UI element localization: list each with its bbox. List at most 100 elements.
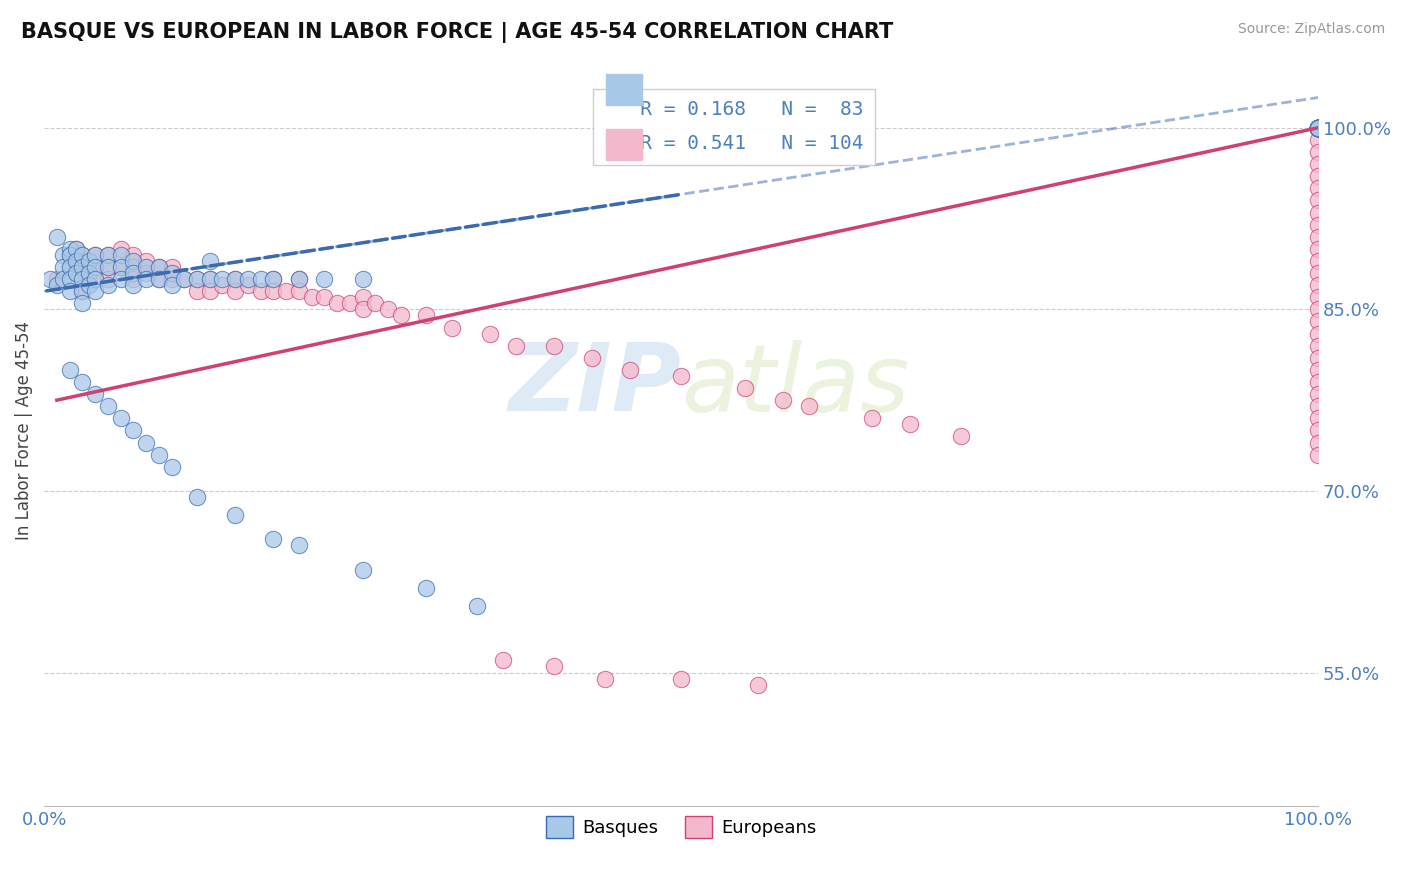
Point: [97, 278, 120, 293]
Point: [148, 272, 170, 286]
Point: [52, 248, 75, 262]
Point: [198, 254, 221, 268]
Point: [352, 563, 374, 577]
Point: [45, 278, 67, 293]
Point: [415, 581, 437, 595]
Point: [1308, 375, 1330, 389]
Point: [1308, 120, 1330, 135]
Bar: [606, 128, 641, 161]
Point: [148, 448, 170, 462]
Point: [65, 242, 87, 256]
Point: [135, 260, 157, 274]
Point: [72, 284, 94, 298]
Point: [1308, 435, 1330, 450]
Point: [1308, 120, 1330, 135]
Point: [1308, 157, 1330, 171]
Point: [581, 351, 603, 365]
Point: [1308, 120, 1330, 135]
Point: [97, 399, 120, 413]
Point: [135, 254, 157, 268]
Point: [122, 424, 145, 438]
Point: [110, 272, 132, 286]
Point: [97, 260, 120, 274]
Point: [364, 296, 387, 310]
Point: [1308, 218, 1330, 232]
Point: [314, 272, 336, 286]
Text: ZIP: ZIP: [508, 339, 681, 432]
Point: [1308, 181, 1330, 195]
Point: [377, 302, 399, 317]
Point: [1308, 302, 1330, 317]
Point: [543, 659, 565, 673]
Y-axis label: In Labor Force | Age 45-54: In Labor Force | Age 45-54: [15, 321, 32, 540]
Point: [619, 363, 641, 377]
Point: [84, 272, 107, 286]
Point: [72, 248, 94, 262]
Point: [97, 248, 120, 262]
Point: [58, 260, 80, 274]
Point: [249, 284, 271, 298]
Point: [72, 260, 94, 274]
Point: [110, 260, 132, 274]
Legend: Basques, Europeans: Basques, Europeans: [538, 809, 824, 846]
Point: [415, 309, 437, 323]
Point: [1308, 424, 1330, 438]
Point: [72, 272, 94, 286]
Point: [224, 272, 246, 286]
Point: [1308, 120, 1330, 135]
Point: [135, 266, 157, 280]
Point: [1308, 339, 1330, 353]
Point: [236, 272, 259, 286]
Point: [1308, 169, 1330, 184]
Point: [1308, 133, 1330, 147]
Point: [110, 248, 132, 262]
Point: [797, 399, 820, 413]
Point: [72, 260, 94, 274]
Point: [110, 411, 132, 425]
Point: [122, 272, 145, 286]
Point: [389, 309, 412, 323]
Point: [224, 508, 246, 523]
Point: [1308, 363, 1330, 377]
Point: [77, 278, 100, 293]
Point: [1308, 278, 1330, 293]
Point: [1308, 145, 1330, 159]
Point: [669, 368, 692, 383]
Point: [1308, 229, 1330, 244]
Point: [1308, 120, 1330, 135]
Point: [122, 278, 145, 293]
Point: [339, 296, 361, 310]
Point: [1308, 351, 1330, 365]
Point: [198, 272, 221, 286]
Point: [110, 260, 132, 274]
Point: [84, 260, 107, 274]
Point: [58, 242, 80, 256]
Point: [1308, 194, 1330, 208]
Point: [326, 296, 349, 310]
Point: [1308, 120, 1330, 135]
Point: [58, 272, 80, 286]
Point: [669, 672, 692, 686]
Point: [72, 284, 94, 298]
Point: [1308, 120, 1330, 135]
Point: [301, 290, 323, 304]
Point: [84, 260, 107, 274]
Point: [276, 284, 298, 298]
Point: [1308, 120, 1330, 135]
Point: [72, 248, 94, 262]
Text: BASQUE VS EUROPEAN IN LABOR FORCE | AGE 45-54 CORRELATION CHART: BASQUE VS EUROPEAN IN LABOR FORCE | AGE …: [21, 22, 893, 44]
Point: [1308, 266, 1330, 280]
Point: [77, 254, 100, 268]
Point: [1308, 326, 1330, 341]
Point: [84, 272, 107, 286]
Point: [173, 272, 195, 286]
Point: [160, 459, 183, 474]
Point: [593, 672, 616, 686]
Point: [148, 260, 170, 274]
Point: [186, 490, 208, 504]
Point: [211, 272, 233, 286]
Point: [186, 272, 208, 286]
Point: [148, 260, 170, 274]
Point: [950, 429, 973, 443]
Point: [1308, 120, 1330, 135]
